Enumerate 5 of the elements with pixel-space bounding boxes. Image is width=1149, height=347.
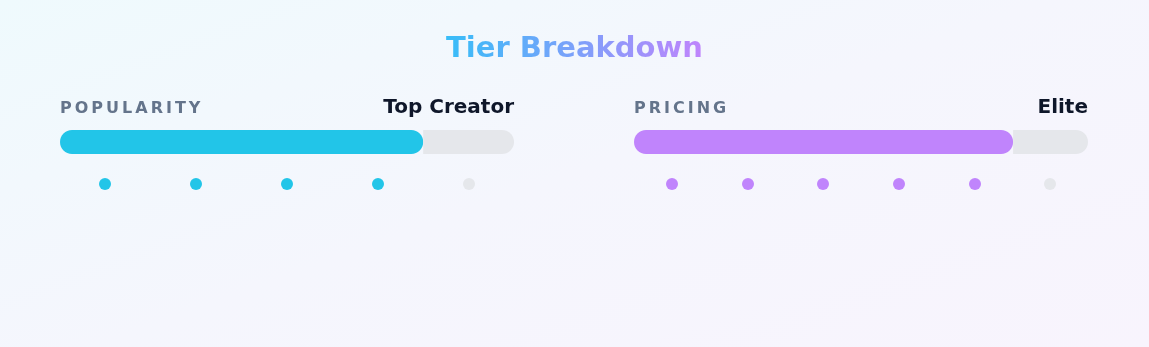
text: Top Creator — [383, 94, 514, 118]
chart-title: PRICING — [634, 98, 730, 117]
chart-title: POPULARITY — [60, 98, 204, 117]
text: Tier Breakdown — [446, 30, 703, 64]
text: Elite — [1037, 94, 1088, 118]
